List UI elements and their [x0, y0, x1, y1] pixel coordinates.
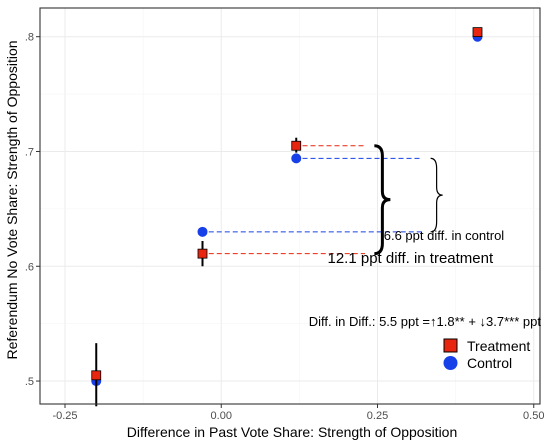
braces — [374, 144, 443, 256]
x-tick-label: 0.50 — [523, 410, 544, 422]
x-tick-label: 0.25 — [367, 410, 388, 422]
y-tick-label: .5 — [25, 376, 34, 388]
x-tick-label: 0.00 — [211, 410, 232, 422]
brace-small — [430, 157, 443, 233]
panel-border — [39, 7, 541, 405]
grid — [40, 8, 540, 404]
treatment-point — [197, 248, 208, 259]
annotation-3: Diff. in Diff.: 5.5 ppt =↑1.8** + ↓3.7**… — [309, 314, 542, 329]
brace-large — [374, 144, 391, 256]
control-point — [291, 153, 302, 164]
legend-control-key — [443, 356, 458, 370]
treatment-point — [291, 140, 302, 151]
annotation-1: 6.6 ppt diff. in control — [384, 228, 505, 243]
axes: -0.25 0.00 0.25 0.50 .5 .6 .7 .8 — [25, 7, 544, 422]
y-axis-title: Referendum No Vote Share: Strength of Op… — [4, 40, 20, 359]
y-tick-label: .7 — [25, 146, 34, 158]
x-axis-title: Difference in Past Vote Share: Strength … — [127, 424, 458, 440]
control-point — [197, 226, 208, 237]
annotation-2: 12.1 ppt diff. in treatment — [328, 250, 494, 267]
legend-treatment-key — [443, 338, 458, 353]
legend-control-label: Control — [467, 355, 512, 371]
legend: Treatment Control — [443, 338, 530, 371]
y-tick-label: .8 — [25, 32, 34, 44]
treatment-point — [472, 27, 483, 38]
legend-treatment-label: Treatment — [467, 338, 530, 354]
y-tick-label: .6 — [25, 261, 34, 273]
x-tick-label: -0.25 — [52, 410, 77, 422]
data-series — [91, 27, 483, 407]
annotations: 6.6 ppt diff. in control 12.1 ppt diff. i… — [309, 228, 542, 329]
reference-lines — [208, 145, 422, 255]
treatment-point — [91, 370, 102, 381]
